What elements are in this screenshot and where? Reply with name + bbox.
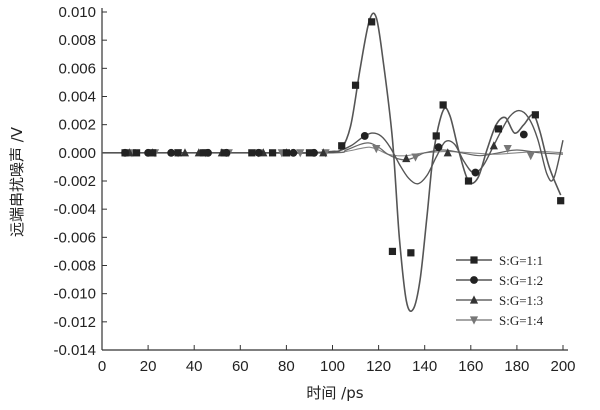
y-tick-label: 0.010 [58, 4, 96, 21]
data-point-series-1 [368, 18, 376, 26]
data-point-series-1 [305, 149, 314, 157]
x-tick-label: 200 [550, 358, 575, 375]
legend-label: S:G=1:4 [499, 313, 544, 328]
x-tick-label: 20 [140, 358, 157, 375]
y-tick-label: 0.008 [58, 32, 96, 49]
data-point-series-4 [411, 153, 420, 162]
y-tick-label: -0.012 [53, 314, 96, 331]
y-tick-label: -0.002 [53, 173, 96, 190]
data-point-series-1 [494, 125, 503, 133]
data-point-series-1 [282, 149, 290, 157]
data-point-series-1 [268, 149, 277, 157]
x-tick-label: 40 [186, 358, 203, 375]
data-point-series-1 [132, 149, 141, 157]
data-point-series-4 [526, 152, 535, 161]
data-point-series-1 [149, 149, 157, 157]
data-point-series-2 [519, 130, 528, 139]
plot-area [101, 8, 568, 351]
x-tick-label: 80 [278, 358, 295, 375]
data-point-series-1 [557, 197, 565, 205]
legend: S:G=1:1 S:G=1:2 S:G=1:3 S:G=1:4 [456, 253, 544, 328]
data-point-series-2 [360, 132, 369, 140]
data-point-series-2 [167, 148, 176, 157]
legend-marker [469, 316, 479, 325]
x-tick-label: 100 [320, 358, 345, 375]
y-tick-label: -0.008 [53, 258, 96, 275]
data-point-series-2 [254, 148, 263, 157]
data-point-series-4 [503, 145, 512, 154]
data-point-series-1 [199, 149, 208, 157]
legend-marker [470, 276, 478, 284]
x-tick-label: 120 [366, 358, 391, 375]
legend-label: S:G=1:1 [499, 253, 543, 268]
data-point-series-1 [531, 111, 539, 119]
x-tick-label: 60 [232, 358, 249, 375]
data-point-series-2 [471, 168, 480, 177]
x-tick-label: 0 [98, 358, 106, 375]
legend-marker [470, 256, 478, 264]
data-point-series-3 [180, 148, 190, 157]
legend-marker [469, 295, 479, 304]
y-tick-label: -0.006 [53, 229, 96, 246]
y-ticks: 0.010 0.008 0.006 0.004 0.002 0.000 -0.002 -0.0… [53, 4, 107, 359]
data-point-series-3 [319, 148, 328, 157]
data-point-series-1 [351, 81, 360, 89]
data-point-series-4 [372, 145, 381, 154]
y-tick-label: 0.006 [58, 60, 96, 77]
y-tick-label: 0.002 [58, 117, 96, 134]
x-ticks: 0 20 40 60 80 100 120 140 160 180 200 [98, 345, 576, 375]
data-point-series-2 [289, 148, 298, 157]
series-line-1 [102, 12, 562, 313]
data-point-series-2 [434, 143, 443, 152]
x-tick-label: 160 [458, 358, 483, 375]
y-tick-label: -0.010 [53, 286, 96, 303]
series-layer [102, 12, 565, 313]
data-point-series-1 [338, 142, 346, 150]
data-point-series-3 [402, 153, 411, 163]
data-point-series-1 [464, 177, 473, 185]
data-point-series-1 [121, 149, 129, 157]
x-tick-label: 140 [412, 358, 437, 375]
data-point-series-1 [432, 132, 440, 140]
data-point-series-1 [439, 101, 447, 109]
data-point-series-1 [220, 149, 228, 157]
y-axis-title: 远端串扰噪声 /V [8, 126, 26, 237]
data-point-series-3 [443, 148, 452, 157]
legend-label: S:G=1:2 [499, 273, 543, 288]
data-point-series-1 [407, 249, 415, 257]
x-axis-title: 时间 /ps [306, 384, 363, 402]
legend-label: S:G=1:3 [499, 293, 543, 308]
y-tick-label: -0.004 [53, 201, 96, 218]
y-tick-label: -0.014 [53, 342, 96, 359]
x-tick-label: 180 [504, 358, 529, 375]
data-point-series-1 [174, 149, 182, 157]
series-line-2 [102, 109, 564, 185]
y-tick-label: 0.000 [58, 145, 96, 162]
data-point-series-4 [296, 149, 305, 158]
data-point-series-3 [489, 141, 498, 150]
data-point-series-1 [388, 247, 397, 256]
y-tick-label: 0.004 [58, 89, 96, 106]
data-point-series-1 [248, 149, 256, 157]
